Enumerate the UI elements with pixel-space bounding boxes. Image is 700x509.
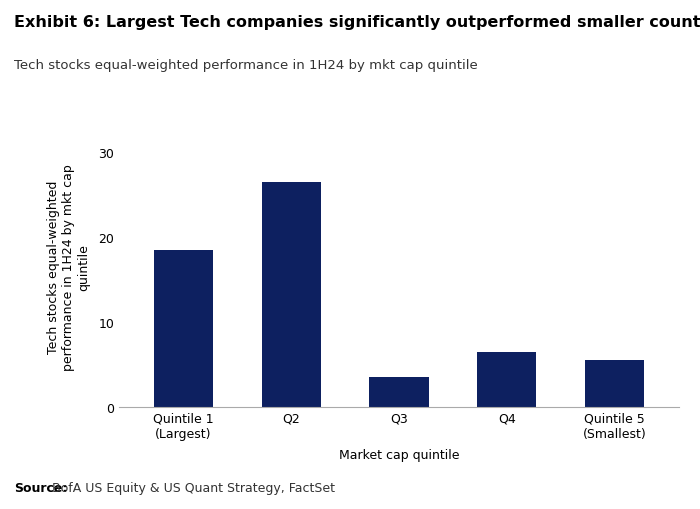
- Text: Source:: Source:: [14, 481, 67, 494]
- Bar: [584, 360, 644, 407]
- Bar: [477, 352, 536, 407]
- Bar: [370, 378, 428, 407]
- Bar: [262, 182, 321, 407]
- Text: BofA US Equity & US Quant Strategy, FactSet: BofA US Equity & US Quant Strategy, Fact…: [48, 481, 335, 494]
- Text: Tech stocks equal-weighted performance in 1H24 by mkt cap quintile: Tech stocks equal-weighted performance i…: [14, 59, 477, 71]
- Text: Exhibit 6: Largest Tech companies significantly outperformed smaller counterpart: Exhibit 6: Largest Tech companies signif…: [14, 15, 700, 30]
- X-axis label: Market cap quintile: Market cap quintile: [339, 448, 459, 461]
- Bar: [154, 250, 214, 407]
- Y-axis label: Tech stocks equal-weighted
performance in 1H24 by mkt cap
quintile: Tech stocks equal-weighted performance i…: [47, 164, 90, 371]
